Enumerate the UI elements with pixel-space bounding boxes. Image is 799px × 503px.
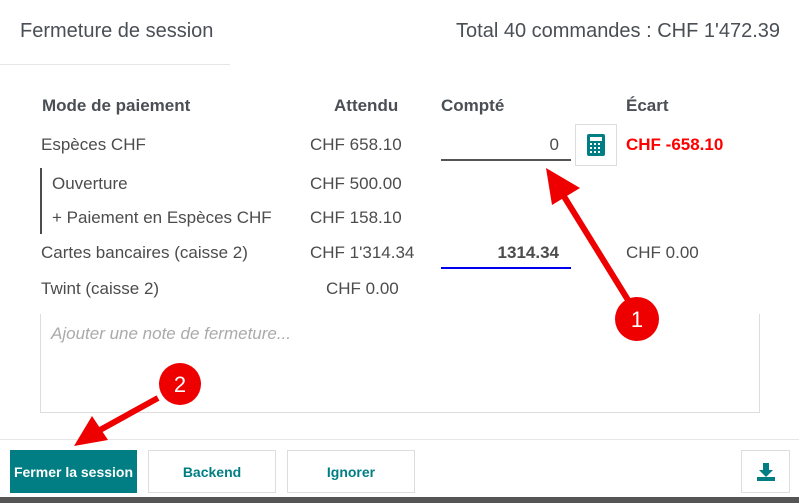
download-button[interactable] [741, 450, 790, 493]
expected: CHF 158.10 [310, 208, 402, 227]
table-row: Espèces CHF CHF 658.10 0 CHF -658.10 [0, 135, 799, 165]
cash-counted-input[interactable]: 0 [441, 135, 571, 161]
expected: CHF 658.10 [310, 135, 402, 154]
backend-button[interactable]: Backend [148, 450, 276, 493]
expected: CHF 0.00 [326, 279, 399, 298]
table-row: Ouverture CHF 500.00 [0, 174, 799, 204]
order-total: Total 40 commandes : CHF 1'472.39 [456, 20, 780, 42]
close-session-button[interactable]: Fermer la session [10, 450, 137, 493]
difference: CHF -658.10 [626, 135, 724, 154]
calculator-button[interactable] [575, 124, 617, 166]
annotation-badge-1 [615, 297, 659, 341]
divider [0, 64, 230, 65]
table-row: Cartes bancaires (caisse 2) CHF 1'314.34… [0, 243, 799, 273]
annotation-arrow-1 [546, 168, 631, 302]
method: Twint (caisse 2) [41, 279, 160, 298]
cash-detail-bar [40, 168, 42, 234]
closing-note-textarea[interactable]: Ajouter une note de fermeture... [40, 314, 760, 413]
expected: CHF 500.00 [310, 174, 402, 193]
table-row: Twint (caisse 2) CHF 0.00 [0, 279, 799, 309]
col-difference: Écart [626, 96, 669, 115]
card-counted-input[interactable]: 1314.34 [441, 243, 571, 269]
col-payment-method: Mode de paiement [42, 96, 191, 115]
method: Ouverture [52, 174, 128, 193]
annotation-label-1: 1 [631, 307, 643, 332]
col-counted: Compté [441, 96, 505, 115]
ignore-button[interactable]: Ignorer [287, 450, 415, 493]
method: + Paiement en Espèces CHF [52, 208, 272, 227]
col-expected: Attendu [334, 96, 399, 115]
annotation-arrow-2 [74, 395, 160, 446]
download-icon [756, 462, 775, 481]
annotation-badge-2 [159, 363, 201, 405]
dialog-title: Fermeture de session [20, 20, 214, 42]
annotation-label-2: 2 [174, 372, 186, 397]
difference: CHF 0.00 [626, 243, 699, 262]
background-strip [0, 497, 799, 503]
calculator-icon [587, 134, 605, 156]
expected: CHF 1'314.34 [310, 243, 415, 262]
footer-divider [0, 439, 799, 440]
method: Cartes bancaires (caisse 2) [41, 243, 248, 262]
method: Espèces CHF [41, 135, 146, 154]
table-row: + Paiement en Espèces CHF CHF 158.10 [0, 208, 799, 238]
